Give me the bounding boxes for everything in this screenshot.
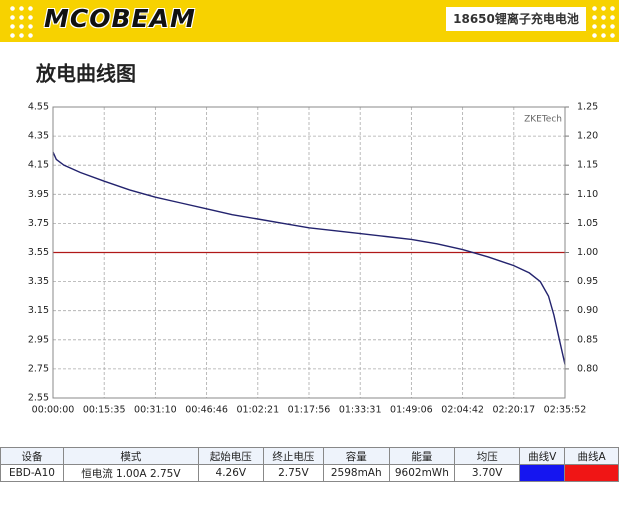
y-tick-label: 3.35 xyxy=(28,276,49,287)
header-cell: 能量 xyxy=(388,447,456,465)
y2-tick-label: 1.15 xyxy=(577,160,598,171)
color-swatch xyxy=(564,464,619,482)
header-cell: 起始电压 xyxy=(197,447,264,465)
y-tick-label: 4.35 xyxy=(28,131,49,142)
x-tick-label: 01:02:21 xyxy=(236,405,279,416)
x-tick-label: 01:17:56 xyxy=(288,405,331,416)
header-cell: 终止电压 xyxy=(262,447,324,465)
y-tick-label: 3.75 xyxy=(28,218,49,229)
y-tick-label: 3.15 xyxy=(28,305,49,316)
color-swatch xyxy=(519,464,566,482)
x-tick-label: 02:20:17 xyxy=(492,405,535,416)
x-tick-label: 00:00:00 xyxy=(32,405,75,416)
x-tick-label: 01:49:06 xyxy=(390,405,433,416)
decoration xyxy=(8,4,34,38)
decoration xyxy=(590,4,616,38)
x-tick-label: 02:35:52 xyxy=(544,405,587,416)
y2-tick-label: 0.85 xyxy=(577,334,598,345)
x-tick-label: 02:04:42 xyxy=(441,405,484,416)
y-tick-label: 2.55 xyxy=(28,393,49,404)
y-tick-label: 3.55 xyxy=(28,247,49,258)
y2-tick-label: 0.90 xyxy=(577,305,598,316)
table-row: EBD-A10 恒电流 1.00A 2.75V 4.26V 2.75V 2598mAh 9… xyxy=(0,464,619,482)
table-header-row: 设备 模式 起始电压 终止电压 容量 能量 均压 曲线V 曲线A xyxy=(0,447,619,465)
y-tick-label: 2.95 xyxy=(28,334,49,345)
header-cell: 容量 xyxy=(322,447,390,465)
y2-tick-label: 1.05 xyxy=(577,218,598,229)
y2-tick-label: 0.80 xyxy=(577,363,598,374)
y-tick-label: 2.75 xyxy=(28,363,49,374)
header-cell: 均压 xyxy=(454,447,521,465)
banner: MCOBEAM 18650锂离子充电电池 xyxy=(0,0,619,42)
brand: MCOBEAM xyxy=(44,4,196,33)
y2-tick-label: 0.95 xyxy=(577,276,598,287)
cell: 2.75V xyxy=(262,464,324,482)
cell: 3.70V xyxy=(454,464,521,482)
y-tick-label: 4.15 xyxy=(28,160,49,171)
plot-border xyxy=(52,106,566,399)
header-cell: 曲线V xyxy=(519,447,566,465)
header-cell: 曲线A xyxy=(564,447,619,465)
cell: 4.26V xyxy=(197,464,264,482)
y-tick-label: 4.55 xyxy=(28,102,49,113)
y2-tick-label: 1.00 xyxy=(577,247,598,258)
x-tick-label: 01:33:31 xyxy=(339,405,382,416)
watermark: ZKETech xyxy=(524,115,562,125)
voltage-line xyxy=(52,151,566,365)
y2-tick-label: 1.25 xyxy=(577,102,598,113)
cell: 9602mWh xyxy=(388,464,456,482)
header-cell: 设备 xyxy=(0,447,64,465)
cell: EBD-A10 xyxy=(0,464,64,482)
x-tick-label: 00:15:35 xyxy=(83,405,126,416)
chart-title: 放电曲线图 xyxy=(35,62,136,86)
cell: 恒电流 1.00A 2.75V xyxy=(62,464,199,482)
chart: 放电曲线图 ZKETech 2.55 2.75 2.95 3.15 3.35 3.55 3.… xyxy=(28,62,598,416)
x-tick-label: 00:31:10 xyxy=(134,405,177,416)
x-tick-label: 00:46:46 xyxy=(185,405,228,416)
cell: 2598mAh xyxy=(322,464,390,482)
y2-tick-label: 1.20 xyxy=(577,131,598,142)
header-cell: 模式 xyxy=(62,447,199,465)
product-name: 18650锂离子充电电池 xyxy=(446,7,586,31)
summary-table: 设备 模式 起始电压 终止电压 容量 能量 均压 曲线V 曲线A EBD-A10 恒电流 1.00A… xyxy=(0,447,619,482)
y-tick-label: 3.95 xyxy=(28,189,49,200)
y2-tick-label: 1.10 xyxy=(577,189,598,200)
